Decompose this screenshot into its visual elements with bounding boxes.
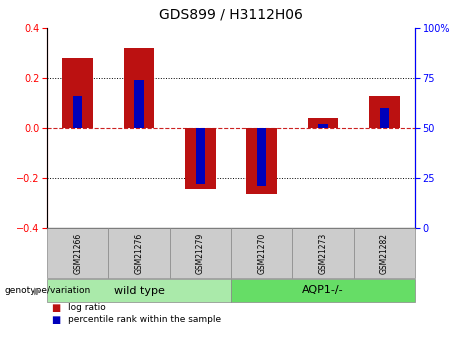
Text: log ratio: log ratio <box>68 304 106 313</box>
Text: GSM21282: GSM21282 <box>380 233 389 274</box>
Bar <box>124 48 154 128</box>
Bar <box>135 80 143 128</box>
Bar <box>196 128 205 184</box>
Text: GSM21266: GSM21266 <box>73 233 82 274</box>
Bar <box>307 118 338 128</box>
Bar <box>319 124 328 128</box>
Text: GSM21279: GSM21279 <box>196 233 205 274</box>
Text: GSM21270: GSM21270 <box>257 233 266 274</box>
Bar <box>380 108 389 128</box>
Text: GDS899 / H3112H06: GDS899 / H3112H06 <box>159 8 302 22</box>
Text: wild type: wild type <box>113 286 165 296</box>
Text: percentile rank within the sample: percentile rank within the sample <box>68 315 221 325</box>
Bar <box>62 58 93 128</box>
Text: ▶: ▶ <box>34 286 41 296</box>
Bar <box>257 128 266 186</box>
Text: AQP1-/-: AQP1-/- <box>302 286 344 296</box>
Text: GSM21276: GSM21276 <box>135 233 143 274</box>
Text: ■: ■ <box>52 315 61 325</box>
Bar <box>246 128 277 194</box>
Bar <box>369 96 400 128</box>
Bar <box>185 128 216 189</box>
Text: genotype/variation: genotype/variation <box>5 286 91 295</box>
Text: GSM21273: GSM21273 <box>319 233 327 274</box>
Bar <box>73 96 82 128</box>
Text: ■: ■ <box>52 303 61 313</box>
